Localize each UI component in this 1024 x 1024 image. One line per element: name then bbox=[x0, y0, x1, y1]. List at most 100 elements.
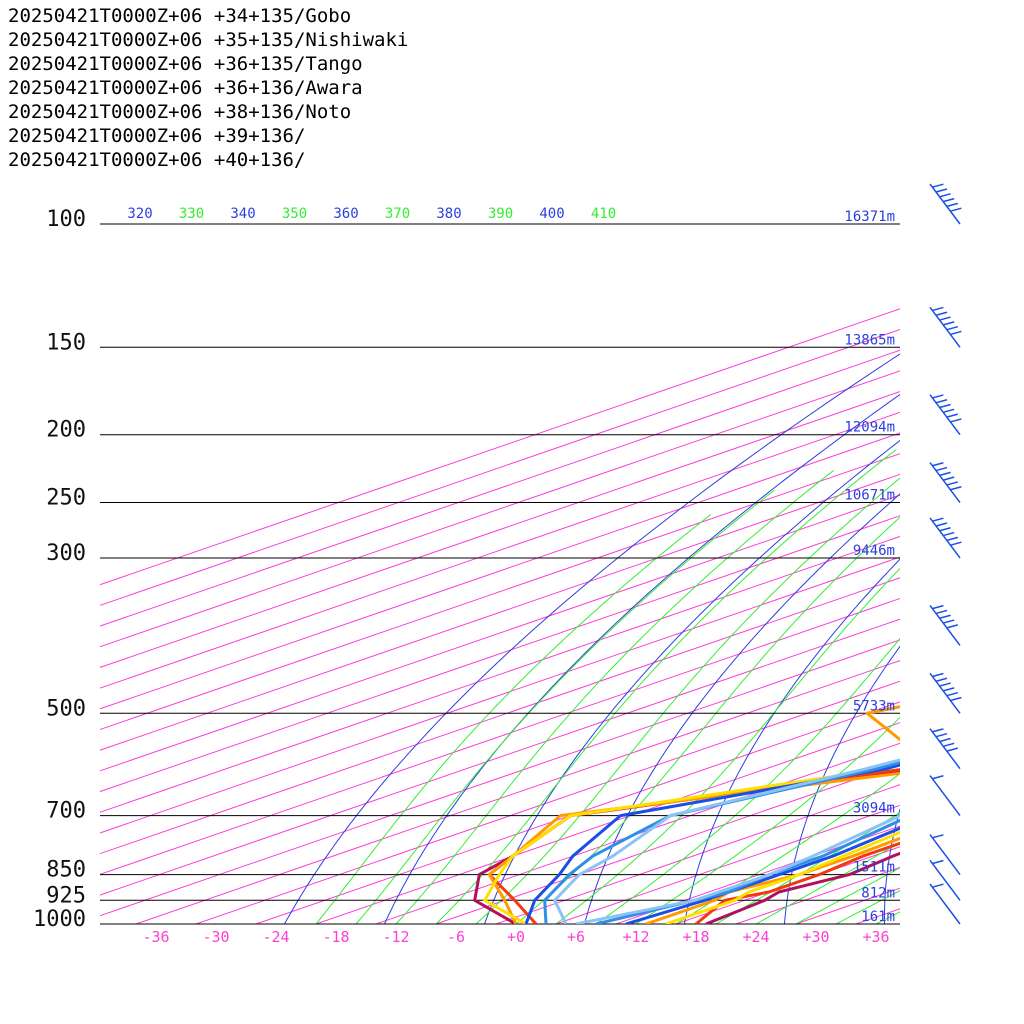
barb-flag bbox=[932, 672, 944, 678]
barb-flag bbox=[943, 476, 955, 481]
theta-label: 370 bbox=[385, 206, 410, 222]
wind-barb bbox=[929, 672, 962, 714]
barb-flag bbox=[946, 325, 958, 331]
barb-flag bbox=[935, 398, 948, 404]
barb-flag bbox=[950, 541, 962, 546]
background-lines bbox=[100, 224, 1024, 924]
wind-barb bbox=[929, 775, 961, 817]
barb-flag bbox=[932, 306, 944, 312]
theta-label: 360 bbox=[333, 206, 358, 222]
wind-barb bbox=[929, 834, 961, 876]
barb-flag bbox=[935, 732, 948, 738]
legend: 20250421T0000Z+06 +34+135/Gobo 20250421T… bbox=[8, 4, 408, 172]
isotherm-line bbox=[100, 535, 900, 813]
barb-flag bbox=[946, 202, 958, 208]
wind-barb bbox=[929, 183, 962, 225]
pressure-label: 925 bbox=[46, 883, 86, 908]
isotherm-line bbox=[100, 556, 900, 834]
barb-flag bbox=[932, 775, 944, 780]
barb-shaft bbox=[929, 775, 961, 817]
barb-shaft bbox=[929, 672, 961, 714]
wind-barb bbox=[929, 883, 961, 925]
temperature-line bbox=[575, 814, 900, 924]
isotherm-line bbox=[795, 887, 900, 924]
dry-adiabat-line bbox=[784, 645, 900, 924]
theta-label: 410 bbox=[591, 206, 616, 222]
sounding-traces bbox=[473, 705, 900, 924]
barb-flag bbox=[943, 742, 955, 748]
isotherm-line bbox=[555, 804, 900, 924]
barb-shaft bbox=[929, 517, 961, 559]
pressure-label: 850 bbox=[46, 858, 86, 883]
temperature-tick-label: -24 bbox=[262, 928, 289, 946]
wind-barb bbox=[929, 517, 962, 559]
moist-adiabat-line bbox=[795, 867, 900, 924]
isotherm-line bbox=[100, 639, 900, 917]
pressure-label: 250 bbox=[46, 486, 86, 511]
height-label: 12094m bbox=[844, 420, 895, 436]
legend-item: 20250421T0000Z+06 +34+135/Gobo bbox=[8, 5, 352, 27]
barb-flag bbox=[946, 691, 958, 697]
isotherm-line bbox=[100, 328, 900, 606]
barb-flag bbox=[939, 682, 951, 687]
barb-flag bbox=[946, 624, 958, 629]
barb-shaft bbox=[929, 604, 961, 646]
isotherm-line bbox=[495, 784, 900, 924]
barb-flag bbox=[932, 394, 944, 399]
isotherm-line bbox=[855, 908, 900, 924]
moist-adiabat-line bbox=[635, 716, 900, 924]
barb-flag bbox=[932, 604, 944, 610]
temperature-tick-label: +30 bbox=[802, 928, 829, 946]
legend-item: 20250421T0000Z+06 +38+136/Noto bbox=[8, 101, 352, 123]
legend-item: 20250421T0000Z+06 +36+136/Awara bbox=[8, 77, 363, 99]
pressure-label: 100 bbox=[46, 207, 86, 232]
dry-adiabat-line bbox=[584, 493, 900, 924]
isotherm-line bbox=[135, 660, 900, 924]
barb-flag bbox=[943, 408, 955, 414]
wind-barb bbox=[929, 728, 961, 770]
barb-shaft bbox=[929, 306, 961, 348]
pressure-label: 1000 bbox=[33, 907, 86, 932]
barb-flag bbox=[932, 834, 944, 839]
barb-flag bbox=[935, 609, 948, 615]
temperature-tick-label: +24 bbox=[742, 928, 769, 946]
isotherm-line bbox=[100, 308, 900, 586]
barb-flag bbox=[943, 619, 955, 624]
theta-label: 400 bbox=[539, 206, 564, 222]
isotherm-line bbox=[195, 680, 900, 924]
legend-item: 20250421T0000Z+06 +35+135/Nishiwaki bbox=[8, 29, 409, 51]
dewpoint-line bbox=[483, 762, 900, 924]
moist-adiabat-line bbox=[675, 772, 900, 924]
isotherm-line bbox=[100, 391, 900, 668]
barb-flag bbox=[950, 418, 962, 423]
dry-adiabat-line bbox=[982, 224, 1024, 924]
barb-flag bbox=[946, 413, 958, 418]
dewpoint-line bbox=[553, 758, 900, 924]
theta-label: 350 bbox=[282, 206, 307, 222]
barb-shaft bbox=[929, 728, 961, 770]
barb-flag bbox=[943, 321, 955, 326]
dry-adiabat-line bbox=[684, 558, 900, 924]
temperature-tick-label: -18 bbox=[322, 928, 349, 946]
wind-barb bbox=[929, 859, 961, 901]
barb-flag bbox=[935, 311, 948, 316]
theta-label: 380 bbox=[436, 206, 461, 222]
barb-shaft bbox=[929, 183, 961, 225]
barb-flag bbox=[946, 536, 958, 542]
isotherm-line bbox=[100, 597, 900, 875]
isotherm-line bbox=[100, 370, 900, 648]
moist-adiabat-line bbox=[555, 567, 900, 924]
height-label: 812m bbox=[861, 885, 895, 901]
dewpoint-line bbox=[487, 705, 900, 924]
barb-flag bbox=[939, 403, 951, 409]
temperature-tick-label: +12 bbox=[622, 928, 649, 946]
barb-flag bbox=[939, 527, 951, 532]
temperature-tick-label: +6 bbox=[567, 928, 585, 946]
moist-adiabat-line bbox=[835, 890, 900, 924]
height-label: 1511m bbox=[853, 860, 895, 876]
dry-adiabat-line bbox=[284, 353, 900, 924]
pressure-label: 300 bbox=[46, 541, 86, 566]
barb-flag bbox=[939, 471, 951, 477]
isotherm-line bbox=[976, 224, 1024, 924]
